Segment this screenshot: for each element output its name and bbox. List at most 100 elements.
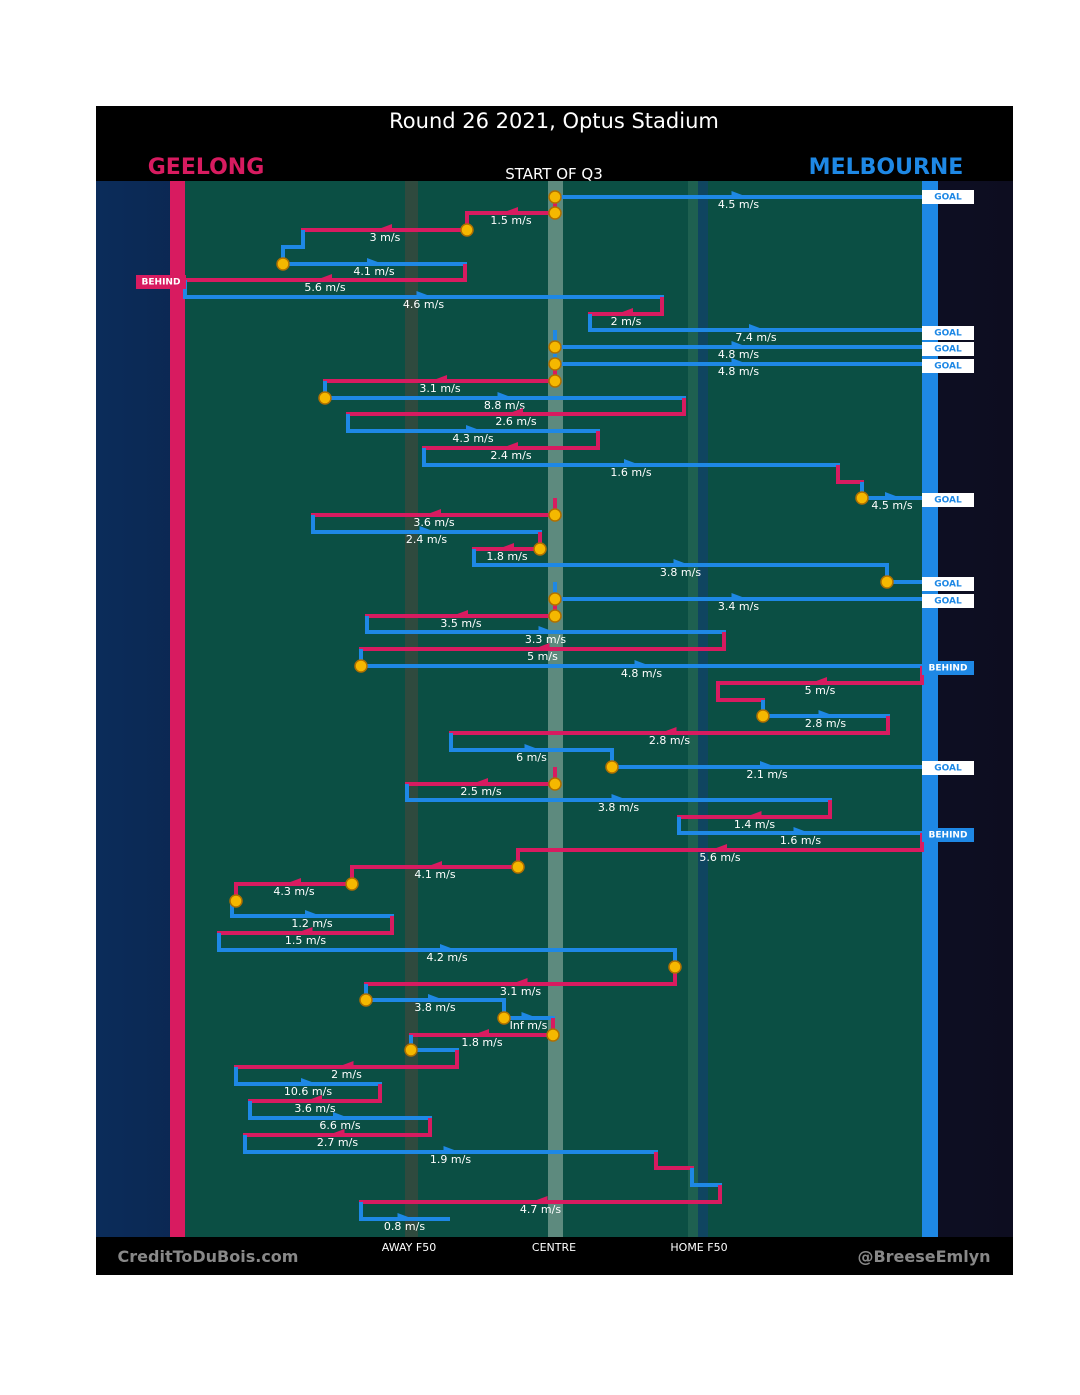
outcome-tag (922, 493, 974, 507)
outcome-tag (922, 359, 974, 373)
possession-dot (359, 993, 373, 1007)
speed-label: 4.2 m/s (426, 951, 467, 964)
speed-label: 4.5 m/s (718, 198, 759, 211)
speed-label: 3.6 m/s (413, 516, 454, 529)
possession-dot (548, 777, 562, 791)
possession-dot (546, 1028, 560, 1042)
arrowhead (731, 191, 748, 198)
arrowhead (440, 944, 456, 951)
speed-label: 6 m/s (516, 751, 547, 764)
arrowhead (731, 593, 748, 600)
outcome-label: GOAL (934, 597, 962, 607)
arrowhead (538, 626, 555, 633)
arrowhead (673, 559, 690, 566)
arrowhead (316, 274, 332, 281)
arrowhead (397, 1213, 414, 1220)
arrowhead (333, 1112, 349, 1119)
possession-dot (548, 357, 562, 371)
speed-label: 2.5 m/s (460, 785, 501, 798)
arrowhead (731, 341, 748, 348)
arrowhead (611, 794, 628, 801)
speed-label: 2.6 m/s (495, 415, 536, 428)
possession-dot (460, 223, 474, 237)
possession-dot (756, 709, 770, 723)
speed-label: 1.4 m/s (734, 818, 775, 831)
arrowhead (634, 660, 651, 667)
possession-dot (548, 508, 562, 522)
speed-label: 2 m/s (611, 315, 642, 328)
speed-label: 2.8 m/s (805, 717, 846, 730)
speed-label: 4.6 m/s (403, 298, 444, 311)
arrowhead (472, 778, 488, 785)
arrowhead (419, 526, 436, 533)
speed-label: 2.4 m/s (406, 533, 447, 546)
arrowhead (285, 878, 301, 885)
arrowhead (617, 308, 633, 315)
speed-label: 3.1 m/s (419, 382, 460, 395)
speed-label: 4.3 m/s (452, 432, 493, 445)
outcome-tag (922, 828, 974, 842)
speed-label: 3 m/s (370, 231, 401, 244)
arrowhead (624, 459, 640, 466)
outcome-label: GOAL (934, 362, 962, 372)
speed-label: 3.3 m/s (525, 633, 566, 646)
speed-label: 1.5 m/s (285, 934, 326, 947)
outcome-label: GOAL (934, 580, 962, 590)
arrowhead (452, 610, 468, 617)
speed-label: 4.8 m/s (718, 348, 759, 361)
speed-label: 5 m/s (527, 650, 558, 663)
possession-dot (354, 659, 368, 673)
speed-label: 3.1 m/s (500, 985, 541, 998)
arrowhead (731, 358, 748, 365)
arrowhead (431, 375, 447, 382)
speed-label: 2.1 m/s (746, 768, 787, 781)
speed-label: 3.6 m/s (294, 1102, 335, 1115)
arrowhead (416, 291, 433, 298)
possession-dot (497, 1011, 511, 1025)
arrowhead (498, 543, 514, 550)
possession-dot (276, 257, 290, 271)
left-team: GEELONG (148, 155, 265, 180)
arrowhead (521, 1012, 538, 1019)
arrowhead (466, 425, 482, 432)
speed-label: 7.4 m/s (735, 331, 776, 344)
possession-dot (345, 877, 359, 891)
title: Round 26 2021, Optus Stadium (389, 109, 719, 133)
possession-dot (229, 894, 243, 908)
arrowhead (376, 224, 392, 231)
footer-band (96, 1237, 1013, 1275)
speed-label: 1.9 m/s (430, 1153, 471, 1166)
arrowhead (497, 392, 514, 399)
arrowhead (337, 1061, 354, 1068)
arrowhead (811, 677, 827, 684)
possession-dot (605, 760, 619, 774)
arrowhead (818, 710, 835, 717)
outcome-label: BEHIND (929, 831, 968, 841)
speed-label: 4.1 m/s (353, 265, 394, 278)
outcome-tag (922, 577, 974, 591)
arrowhead (367, 258, 383, 265)
arrowhead (473, 1029, 489, 1036)
speed-label: 2.8 m/s (649, 734, 690, 747)
arrowhead (443, 1146, 460, 1153)
possession-dot (668, 960, 682, 974)
speed-label: 2.7 m/s (317, 1136, 358, 1149)
outcome-label: BEHIND (929, 664, 968, 674)
arrowhead (745, 811, 762, 818)
arrowhead (328, 1129, 345, 1136)
speed-label: 1.8 m/s (486, 550, 527, 563)
possession-chains: 4.5 m/s 1.5 m/s 3 m/s 4.1 m/s 5.6 m/s 4.6 m/s… (136, 190, 974, 1233)
speed-label: 5.6 m/s (699, 851, 740, 864)
outcome-tag (922, 190, 974, 204)
possession-dot (533, 542, 547, 556)
speed-label: 1.2 m/s (291, 917, 332, 930)
possession-dot (548, 206, 562, 220)
possession-dot (548, 340, 562, 354)
speed-label: 10.6 m/s (284, 1085, 332, 1098)
speed-label: 1.6 m/s (780, 834, 821, 847)
credit: @BreeseEmlyn (857, 1247, 990, 1266)
arrowhead (511, 978, 528, 985)
speed-label: 8.8 m/s (484, 399, 525, 412)
